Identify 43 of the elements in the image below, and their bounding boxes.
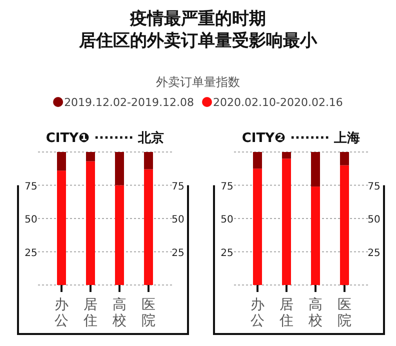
- chart-title: CITY❷ ········ 上海: [242, 131, 360, 146]
- y2-tick-label: 50: [172, 214, 184, 226]
- x-tick-label: 办公: [250, 297, 264, 329]
- bar: [340, 165, 349, 285]
- legend-label: 2019.12.02-2019.12.08: [64, 96, 194, 109]
- text: 居住区的外卖订单量受影响最小: [78, 31, 318, 51]
- y2-tick-label: 75: [172, 181, 184, 192]
- bar: [57, 152, 66, 171]
- bar: [57, 170, 66, 285]
- x-tick-label: 医院: [338, 297, 352, 329]
- bar: [253, 168, 262, 285]
- bar: [144, 152, 153, 170]
- x-tick-label: 居住: [278, 297, 294, 329]
- text: 外卖订单量指数: [156, 75, 240, 89]
- x-tick-label: 居住: [82, 297, 98, 329]
- y-tick-label: 75: [24, 181, 38, 192]
- y-tick-label: 25: [24, 248, 38, 259]
- x-tick-label: 医院: [142, 297, 156, 329]
- x-tick-label: 办公: [54, 297, 68, 329]
- x-tick-label: 高校: [112, 297, 126, 329]
- x-tick-label: 高校: [308, 297, 322, 329]
- bar: [282, 158, 291, 285]
- y-tick-label: 25: [220, 248, 234, 259]
- bar: [340, 152, 349, 166]
- y2-tick-label: 25: [368, 248, 380, 259]
- bar: [311, 152, 320, 187]
- y2-tick-label: 50: [368, 214, 380, 226]
- y-tick-label: 75: [220, 181, 234, 192]
- chart-title: CITY❶ ········ 北京: [46, 130, 164, 146]
- legend-label: 2020.02.10-2020.02.16: [213, 96, 343, 109]
- bar: [115, 152, 124, 186]
- y2-tick-label: 25: [172, 248, 184, 259]
- bar: [86, 152, 95, 162]
- bar: [253, 152, 262, 169]
- bar: [311, 186, 320, 285]
- bar: [282, 152, 291, 159]
- text: 疫情最严重的时期: [129, 9, 266, 29]
- bar: [115, 185, 124, 285]
- bar: [86, 161, 95, 285]
- y-tick-label: 50: [24, 214, 38, 226]
- bar: [144, 169, 153, 285]
- y-tick-label: 50: [220, 214, 234, 226]
- y2-tick-label: 75: [368, 181, 380, 192]
